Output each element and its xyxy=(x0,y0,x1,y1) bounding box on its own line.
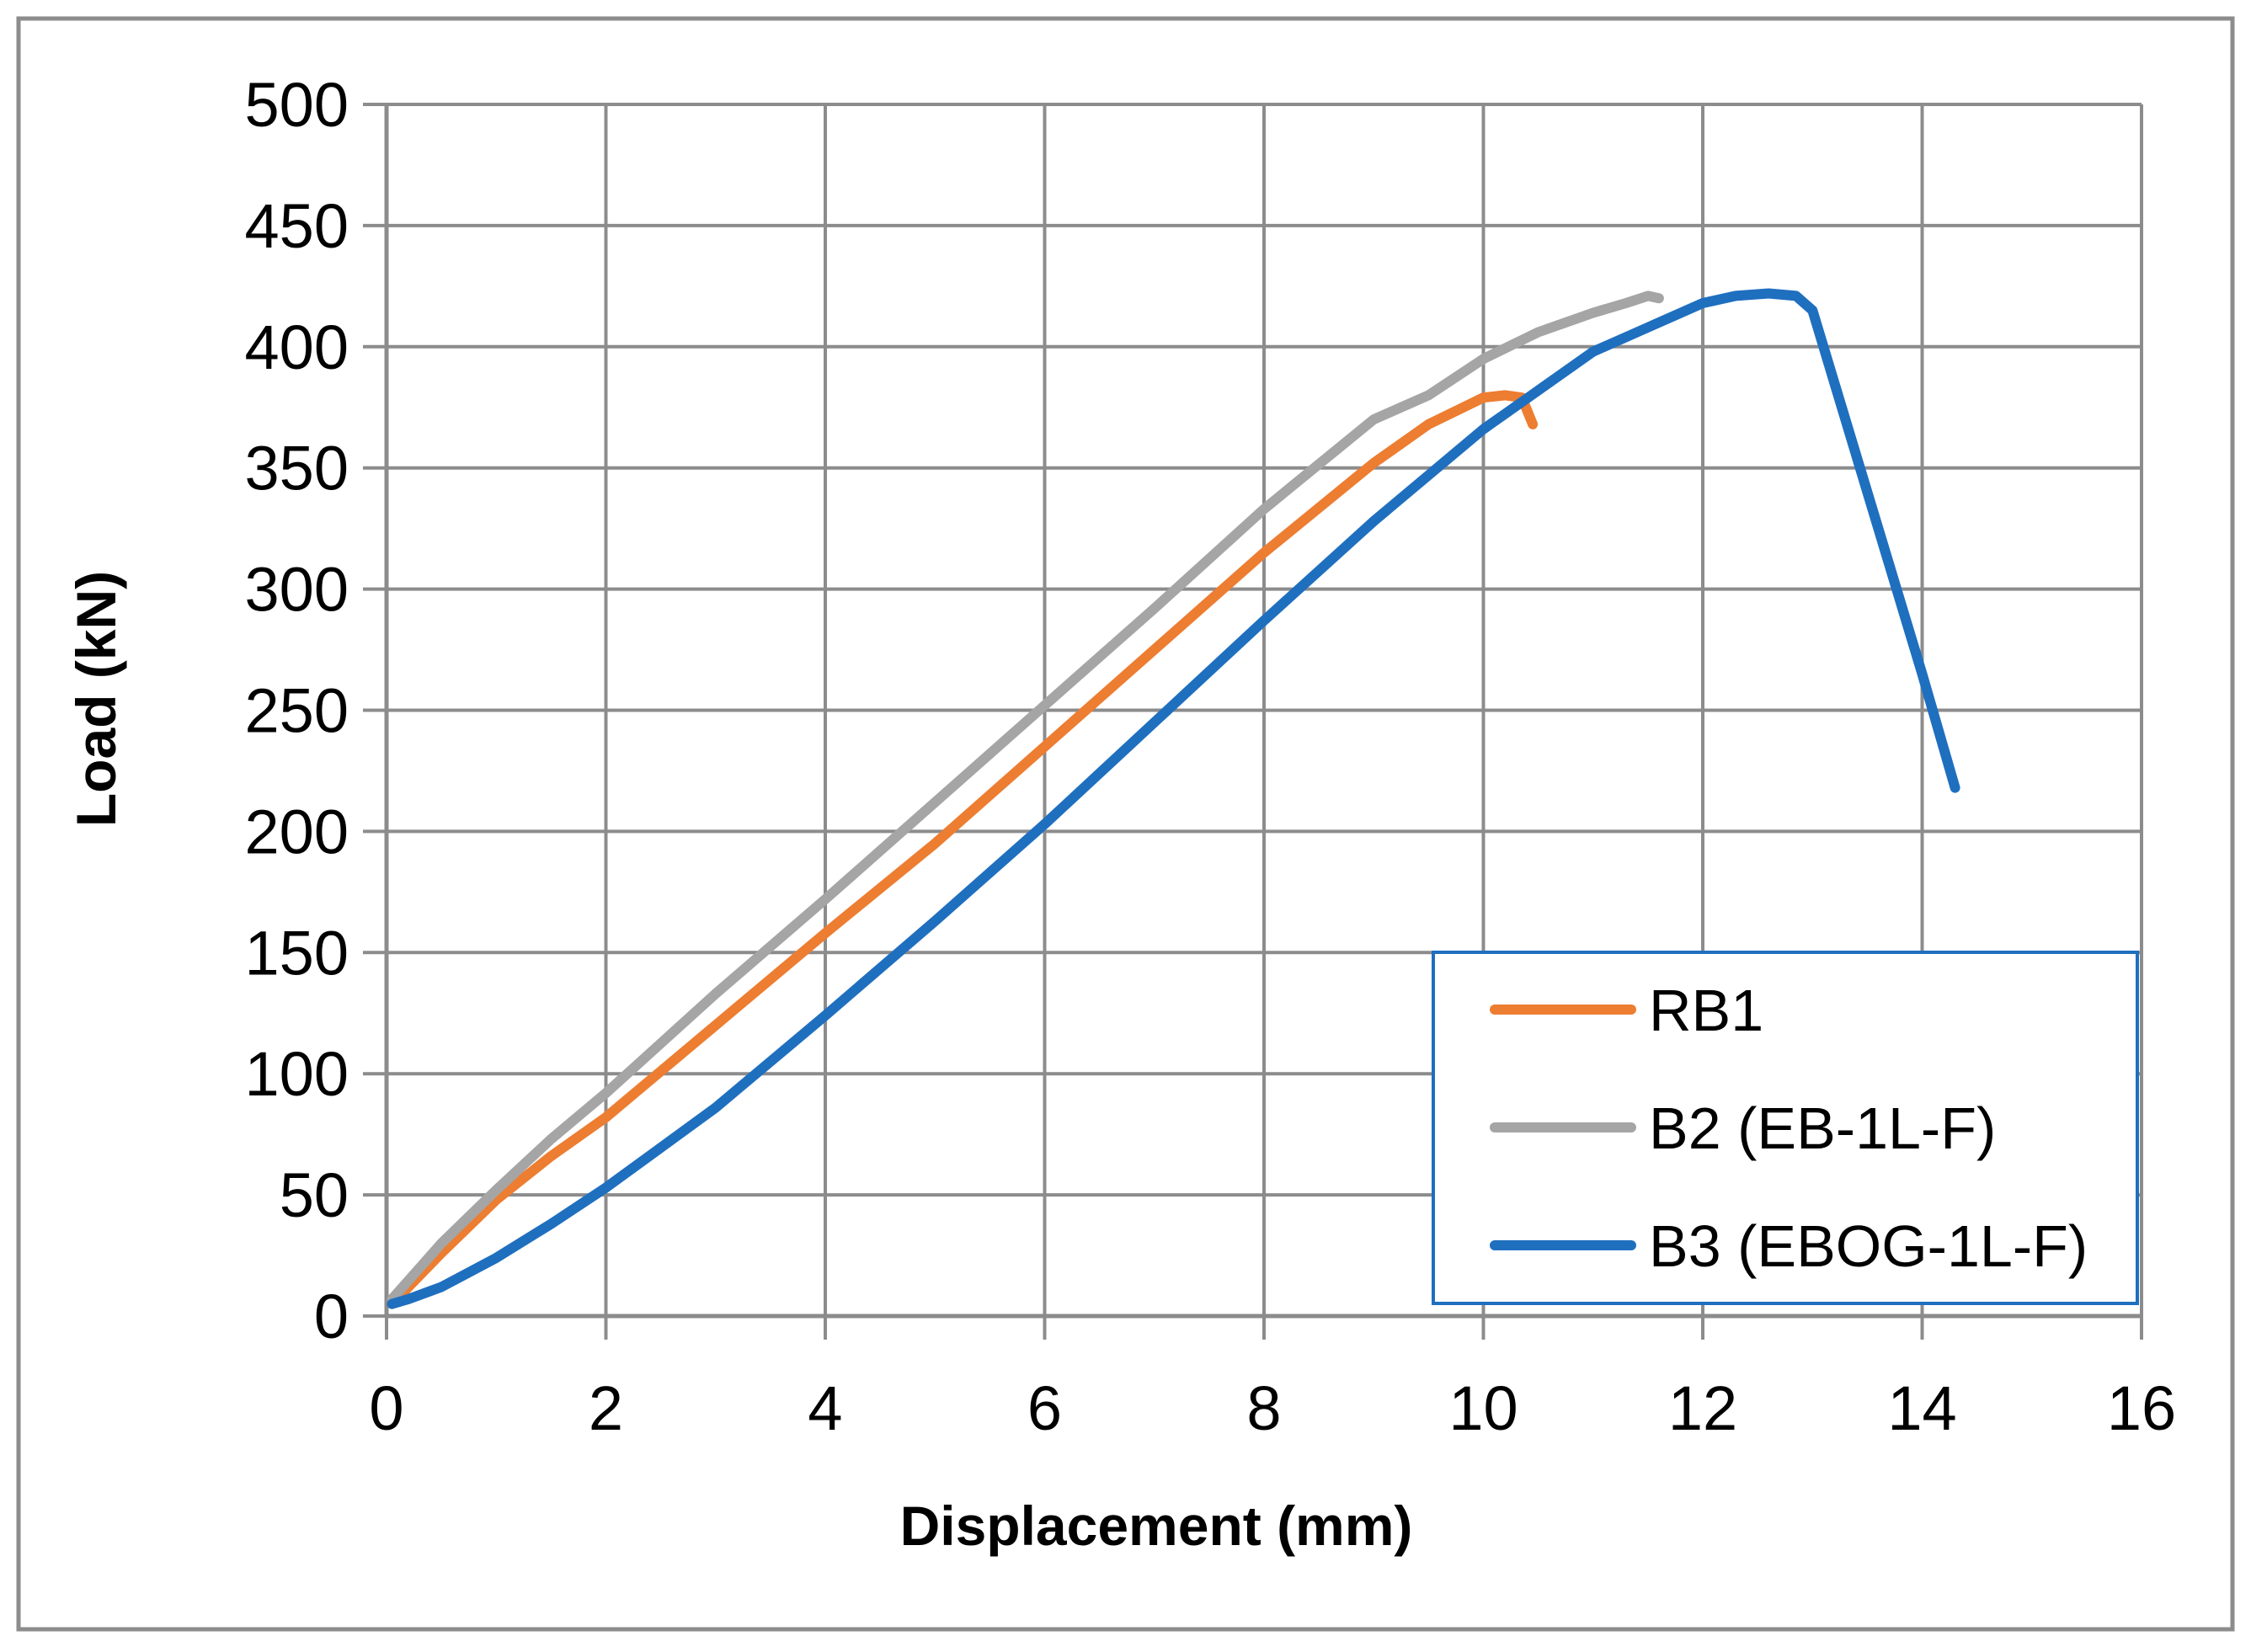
legend-label: B2 (EB-1L-F) xyxy=(1649,1095,1996,1161)
x-tick-label: 0 xyxy=(369,1373,403,1443)
legend: RB1 B2 (EB-1L-F) B3 (EBOG-1L-F) xyxy=(1432,951,2139,1305)
x-tick-label: 12 xyxy=(1668,1373,1737,1443)
x-tick-label: 2 xyxy=(589,1373,623,1443)
x-tick-label: 10 xyxy=(1448,1373,1518,1443)
y-tick-label: 150 xyxy=(245,918,349,988)
legend-label: RB1 xyxy=(1649,978,1763,1043)
series-line-1 xyxy=(387,390,1539,1309)
y-tick-label: 100 xyxy=(245,1039,349,1109)
y-tick-label: 250 xyxy=(245,676,349,746)
y-tick-label: 300 xyxy=(245,555,349,625)
legend-label: B3 (EBOG-1L-F) xyxy=(1649,1213,2088,1279)
x-tick-label: 4 xyxy=(808,1373,842,1443)
y-tick-label: 400 xyxy=(245,312,349,382)
series-lines xyxy=(387,288,1960,1309)
y-tick-label: 350 xyxy=(245,434,349,504)
y-tick-label: 0 xyxy=(314,1282,349,1351)
series-line-2 xyxy=(387,290,1664,1304)
series-line-3 xyxy=(387,288,1960,1309)
y-tick-label: 200 xyxy=(245,797,349,866)
tick-labels: 0 50 100 150 200 250 300 350 400 450 500 0 2 4 6 8 10 12 1… xyxy=(245,70,2177,1443)
y-tick-label: 50 xyxy=(280,1160,349,1230)
y-tick-label: 450 xyxy=(245,191,349,261)
x-tick-label: 8 xyxy=(1246,1373,1281,1443)
y-tick-label: 500 xyxy=(245,70,349,140)
x-tick-label: 16 xyxy=(2107,1373,2176,1443)
axes xyxy=(384,104,2142,1319)
y-axis-title: Load (kN) xyxy=(65,571,127,827)
x-tick-label: 6 xyxy=(1027,1373,1062,1443)
x-tick-label: 14 xyxy=(1887,1373,1956,1443)
x-axis-title: Displacement (mm) xyxy=(900,1495,1413,1557)
